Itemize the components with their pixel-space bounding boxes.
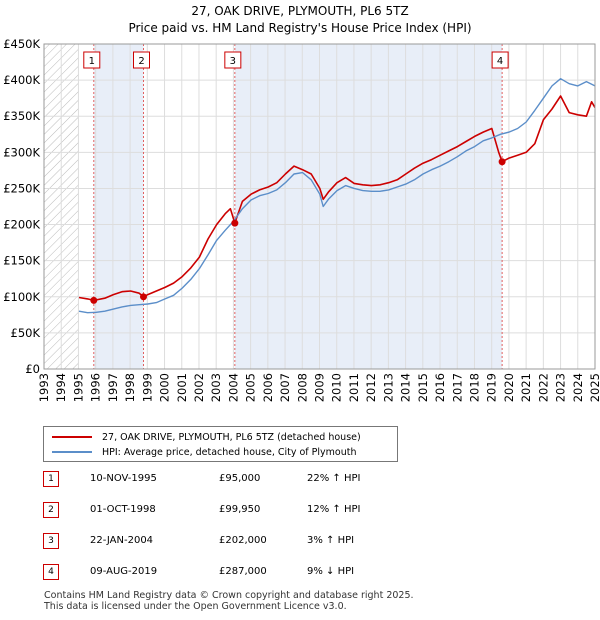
chart-title: 27, OAK DRIVE, PLYMOUTH, PL6 5TZ: [191, 4, 408, 18]
sale-row: 1 10-NOV-1995 £95,000 22% ↑ HPI: [43, 471, 403, 489]
x-tick-label: 2000: [158, 373, 172, 402]
price-chart: 27, OAK DRIVE, PLYMOUTH, PL6 5TZ Price p…: [3, 4, 600, 402]
x-tick-label: 1996: [89, 373, 103, 402]
chart-subtitle: Price paid vs. HM Land Registry's House …: [128, 21, 471, 35]
y-tick-label: £450K: [3, 37, 40, 51]
x-tick-label: 1998: [123, 373, 137, 402]
sale-date: 09-AUG-2019: [90, 566, 158, 577]
legend-swatch-property: [52, 436, 92, 438]
sale-number-label: 4: [497, 56, 503, 67]
sale-price: £99,950: [219, 504, 261, 515]
plot-frame: [43, 43, 596, 370]
sale-badge: 1: [43, 471, 59, 487]
sale-hpi-diff: 3% ↑ HPI: [307, 535, 355, 546]
y-tick-label: £100K: [3, 290, 40, 304]
x-tick-label: 2012: [364, 373, 378, 402]
footer-licence: This data is licensed under the Open Gov…: [44, 601, 347, 612]
y-tick-label: £0: [25, 362, 40, 376]
sale-row: 3 22-JAN-2004 £202,000 3% ↑ HPI: [43, 533, 403, 551]
sale-number-box: [224, 51, 242, 69]
y-tick-label: £300K: [3, 145, 40, 159]
y-tick-label: £400K: [3, 73, 40, 87]
sale-number-label: 2: [138, 56, 144, 67]
sale-price: £202,000: [219, 535, 267, 546]
x-tick-label: 2019: [485, 373, 499, 402]
legend-swatch-hpi: [52, 451, 92, 453]
x-tick-label: 2022: [536, 373, 550, 402]
y-tick-label: £350K: [3, 109, 40, 123]
sale-date: 10-NOV-1995: [90, 473, 157, 484]
sale-price: £95,000: [219, 473, 261, 484]
sale-number-box: [491, 51, 509, 69]
ownership-shade: [93, 44, 144, 369]
property-price-line: [78, 95, 595, 302]
legend-label-property: 27, OAK DRIVE, PLYMOUTH, PL6 5TZ (detach…: [102, 431, 361, 443]
x-tick-label: 2025: [588, 373, 600, 402]
x-tick-label: 2013: [381, 373, 395, 402]
x-tick-label: 2004: [226, 373, 240, 402]
sale-point: [231, 219, 239, 227]
sale-number-box: [133, 51, 150, 69]
sale-badge: 4: [43, 564, 59, 580]
x-tick-label: 1995: [71, 373, 85, 402]
x-tick-label: 2008: [295, 373, 309, 402]
sale-point: [90, 296, 98, 304]
sale-date: 01-OCT-1998: [90, 504, 156, 515]
x-tick-label: 2011: [347, 373, 361, 402]
legend-label-hpi: HPI: Average price, detached house, City…: [102, 446, 357, 458]
sale-price: £287,000: [219, 566, 267, 577]
sale-number-label: 3: [230, 56, 236, 67]
x-tick-label: 2015: [416, 373, 430, 402]
sale-number-box: [83, 51, 101, 69]
footer-attribution: Contains HM Land Registry data © Crown c…: [44, 590, 414, 612]
footer-copyright: Contains HM Land Registry data © Crown c…: [44, 590, 414, 601]
sale-badge: 3: [43, 533, 59, 549]
x-tick-label: 2016: [433, 373, 447, 402]
x-tick-label: 2018: [467, 373, 481, 402]
x-tick-label: 1997: [106, 373, 120, 402]
sale-point: [140, 293, 147, 301]
sale-badge: 2: [43, 502, 59, 518]
y-tick-label: £200K: [3, 218, 40, 232]
sale-row: 2 01-OCT-1998 £99,950 12% ↑ HPI: [43, 502, 403, 520]
x-tick-label: 2005: [244, 373, 258, 402]
x-tick-label: 1993: [37, 373, 51, 402]
sale-hpi-diff: 9% ↓ HPI: [307, 566, 355, 577]
sale-point: [498, 158, 506, 166]
sale-date: 22-JAN-2004: [90, 535, 154, 546]
x-tick-label: 1994: [54, 373, 68, 402]
x-tick-label: 2023: [554, 373, 568, 402]
chart-legend: 27, OAK DRIVE, PLYMOUTH, PL6 5TZ (detach…: [43, 426, 398, 462]
x-tick-label: 2017: [450, 373, 464, 402]
x-tick-label: 2001: [175, 373, 189, 402]
x-tick-label: 2007: [278, 373, 292, 402]
x-tick-label: 2010: [330, 373, 344, 402]
sale-hpi-diff: 12% ↑ HPI: [307, 504, 361, 515]
x-tick-label: 2021: [519, 373, 533, 402]
y-tick-label: £50K: [11, 326, 41, 340]
x-tick-label: 2020: [502, 373, 516, 402]
sale-number-label: 1: [89, 56, 95, 67]
x-tick-label: 2014: [399, 373, 413, 402]
x-tick-label: 2024: [571, 373, 585, 402]
legend-item-property: 27, OAK DRIVE, PLYMOUTH, PL6 5TZ (detach…: [52, 430, 361, 444]
x-tick-label: 2002: [192, 373, 206, 402]
x-tick-label: 2003: [209, 373, 223, 402]
x-tick-label: 2009: [313, 373, 327, 402]
x-tick-label: 2006: [261, 373, 275, 402]
y-tick-label: £250K: [3, 181, 40, 195]
y-tick-label: £150K: [3, 254, 40, 268]
x-tick-label: 1999: [140, 373, 154, 402]
sale-row: 4 09-AUG-2019 £287,000 9% ↓ HPI: [43, 564, 403, 582]
hpi-line: [78, 78, 595, 314]
sale-hpi-diff: 22% ↑ HPI: [307, 473, 361, 484]
legend-item-hpi: HPI: Average price, detached house, City…: [52, 445, 357, 459]
ownership-shade: [234, 44, 503, 369]
